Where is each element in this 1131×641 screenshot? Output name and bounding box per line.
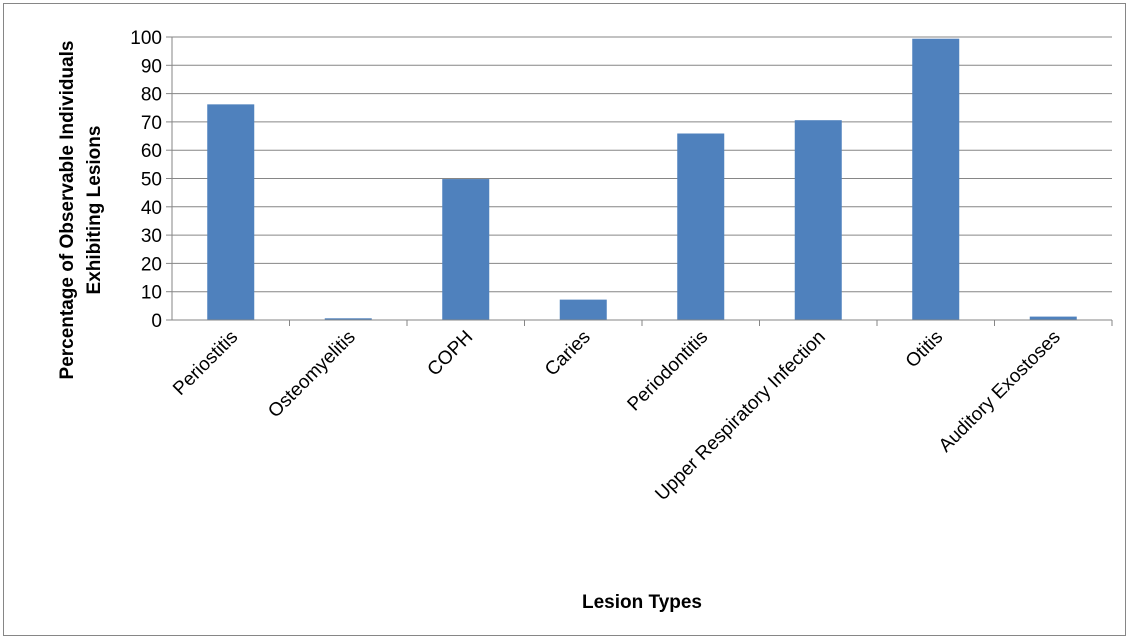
axes	[171, 37, 1112, 321]
gridlines	[166, 36, 1112, 321]
x-category-label: Periostitis	[169, 327, 242, 400]
bar-periodontitis	[677, 133, 725, 320]
bar-auditory-exostoses	[1029, 316, 1077, 320]
bar-osteomyelitis	[324, 318, 372, 320]
y-axis-title: Percentage of Observable Individuals Exh…	[57, 41, 105, 380]
bar-periostitis	[207, 104, 255, 320]
y-tick-label: 100	[130, 28, 162, 49]
y-tick-label: 20	[141, 254, 162, 275]
y-axis-title-line-2: Exhibiting Lesions	[84, 126, 105, 295]
y-tick-labels: 0 10 20 30 40 50 60 70 80 90 100	[130, 28, 162, 332]
y-tick-label: 10	[141, 283, 162, 304]
x-category-label: Auditory Exostoses	[935, 327, 1065, 457]
y-tick-label: 50	[141, 170, 162, 191]
y-tick-label: 60	[141, 141, 162, 162]
x-axis-title: Lesion Types	[582, 592, 702, 613]
bar-otitis	[912, 38, 960, 320]
bar-upper-respiratory-infection	[794, 120, 842, 321]
bar-caries	[559, 299, 607, 320]
y-tick-label: 90	[141, 56, 162, 77]
y-axis-title-line-1: Percentage of Observable Individuals	[57, 41, 78, 380]
x-category-label: Otitis	[902, 327, 947, 372]
x-category-label: Periodontitis	[623, 327, 712, 416]
bar-coph	[442, 179, 490, 320]
y-tick-label: 80	[141, 85, 162, 106]
y-tick-label: 70	[141, 113, 162, 134]
x-category-labels: Periostitis Osteomyelitis COPH Caries Period…	[169, 327, 1065, 505]
y-tick-label: 30	[141, 226, 162, 247]
x-category-label: Osteomyelitis	[264, 327, 359, 422]
y-tick-label: 0	[151, 311, 162, 332]
x-category-label: Caries	[541, 327, 595, 381]
x-category-label: COPH	[424, 327, 478, 381]
y-tick-label: 40	[141, 198, 162, 219]
bars	[207, 38, 1113, 326]
